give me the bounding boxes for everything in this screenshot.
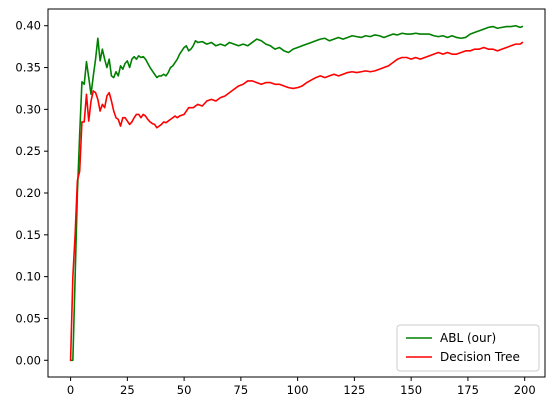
y-tick-label: 0.00 [15, 353, 41, 367]
legend: ABL (our) Decision Tree [396, 324, 540, 372]
x-tick-label: 25 [120, 383, 135, 397]
x-tick-label: 75 [234, 383, 249, 397]
legend-label: ABL (our) [440, 331, 496, 345]
x-tick-label: 125 [343, 383, 365, 397]
y-tick-label: 0.15 [15, 228, 41, 242]
series-line-1 [69, 41, 524, 362]
legend-box [396, 324, 540, 372]
plot-frame [47, 8, 546, 378]
x-tick-label: 175 [457, 383, 479, 397]
x-axis: 0 25 50 75 100 125 150 175 200 [67, 377, 536, 397]
x-tick-label: 0 [67, 383, 74, 397]
x-tick-label: 150 [400, 383, 422, 397]
x-tick-label: 200 [514, 383, 536, 397]
y-tick-label: 0.05 [15, 311, 41, 325]
y-tick-label: 0.35 [15, 61, 41, 75]
x-tick-label: 100 [287, 383, 309, 397]
y-axis: 0.00 0.05 0.10 0.15 0.20 0.25 0.30 0.35 0.40 [15, 19, 48, 367]
x-tick-label: 50 [177, 383, 192, 397]
y-tick-label: 0.30 [15, 102, 41, 116]
y-tick-label: 0.25 [15, 144, 41, 158]
y-tick-label: 0.10 [15, 270, 41, 284]
y-tick-label: 0.40 [15, 19, 41, 33]
y-tick-label: 0.20 [15, 186, 41, 200]
series-line-0 [69, 24, 524, 362]
plot-lines [69, 24, 524, 362]
legend-label: Decision Tree [440, 350, 520, 364]
